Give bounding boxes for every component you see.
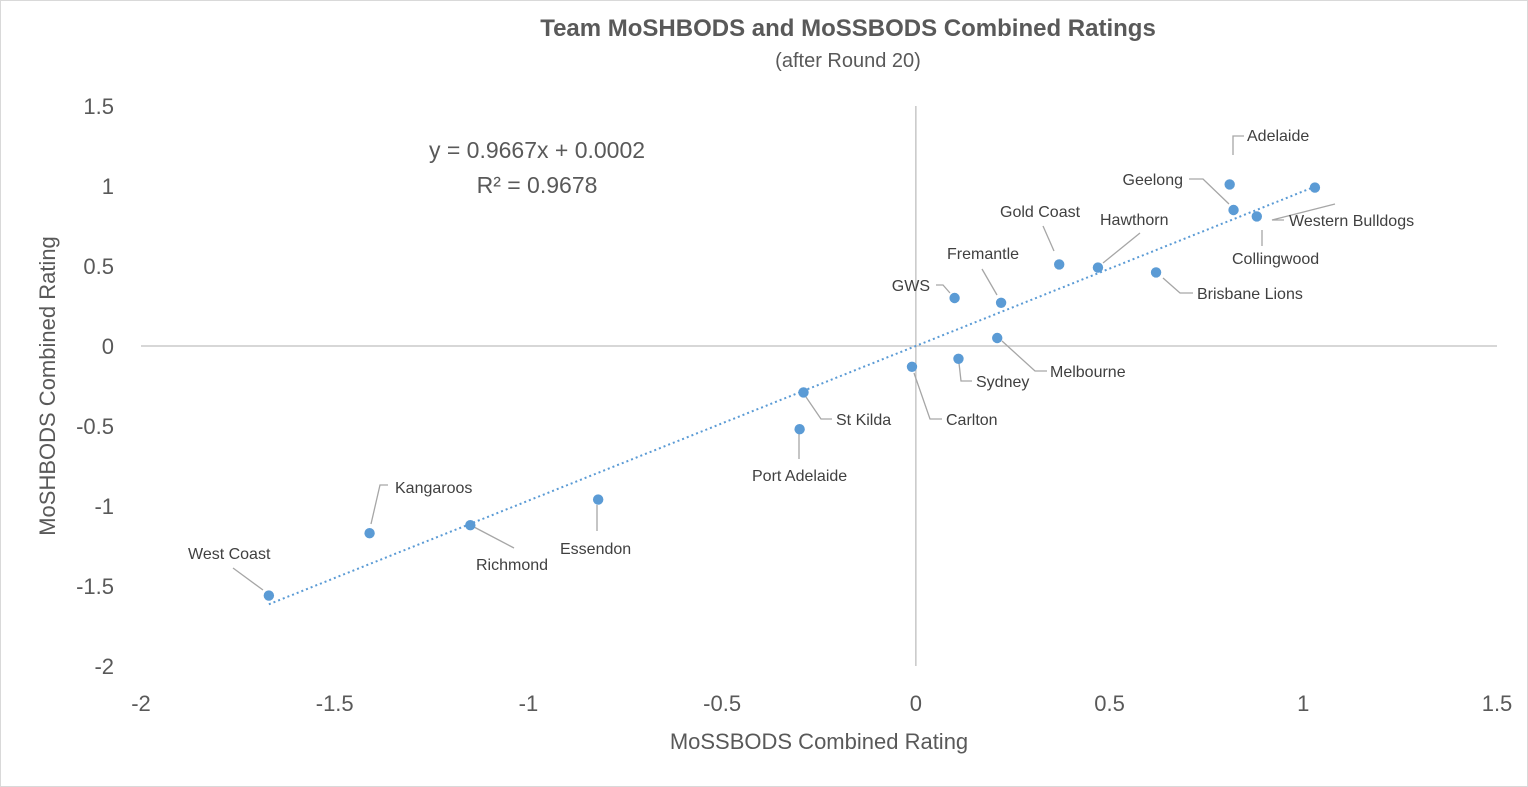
leader-line-gold-coast <box>1042 225 1055 252</box>
point-west-coast[interactable] <box>263 590 275 601</box>
leader-line-adelaide <box>1232 135 1244 155</box>
x-tick-label: -1 <box>519 691 539 716</box>
label-sydney: Sydney <box>976 374 1029 391</box>
label-kangaroos: Kangaroos <box>395 480 472 497</box>
y-tick-label: -0.5 <box>76 414 114 439</box>
y-tick-labels: 1.5 1 0.5 0 -0.5 -1 -1.5 -2 <box>76 94 114 679</box>
point-collingwood[interactable] <box>1251 211 1262 222</box>
label-western-bulldogs: Western Bulldogs <box>1289 213 1414 230</box>
x-tick-labels: -2 -1.5 -1 -0.5 0 0.5 1 1.5 <box>131 691 1512 716</box>
x-tick-label: 0 <box>910 691 922 716</box>
leader-line-brisbane-lions <box>1162 277 1193 294</box>
x-axis-title: MoSSBODS Combined Rating <box>670 729 968 754</box>
leader-line-hawthorn <box>1102 232 1141 264</box>
label-collingwood: Collingwood <box>1232 251 1319 268</box>
point-sydney[interactable] <box>953 353 964 364</box>
point-hawthorn[interactable] <box>1092 262 1104 273</box>
chart-subtitle: (after Round 20) <box>775 50 921 72</box>
leader-line-western-bulldogs <box>1271 203 1336 221</box>
point-western-bulldogs[interactable] <box>1309 182 1321 193</box>
leader-line-kangaroos <box>370 484 388 525</box>
y-tick-label: 1.5 <box>83 94 114 119</box>
label-gold-coast: Gold Coast <box>1000 204 1081 221</box>
point-port-adelaide[interactable] <box>794 424 805 435</box>
point-essendon[interactable] <box>592 494 604 505</box>
trendline-equation: y = 0.9667x + 0.0002 <box>429 137 645 163</box>
leader-line-west-coast <box>232 567 264 591</box>
label-melbourne: Melbourne <box>1050 364 1126 381</box>
label-hawthorn: Hawthorn <box>1100 212 1168 229</box>
x-tick-label: -2 <box>131 691 151 716</box>
point-st-kilda[interactable] <box>798 387 809 398</box>
label-essendon: Essendon <box>560 541 631 558</box>
leader-line-sydney <box>958 362 972 382</box>
data-points <box>263 179 1321 601</box>
label-leader-lines <box>232 135 1336 591</box>
point-gold-coast[interactable] <box>1054 259 1065 270</box>
label-geelong: Geelong <box>1123 172 1184 189</box>
leader-line-richmond <box>473 526 515 549</box>
leader-line-carlton <box>913 372 942 420</box>
label-brisbane-lions: Brisbane Lions <box>1197 286 1303 303</box>
linear-trendline <box>268 185 1316 606</box>
label-port-adelaide: Port Adelaide <box>752 468 847 485</box>
y-axis-title: MoSHBODS Combined Rating <box>35 236 60 536</box>
label-adelaide: Adelaide <box>1247 128 1309 145</box>
leader-line-fremantle <box>981 268 998 296</box>
y-tick-label: 0 <box>102 334 114 359</box>
point-kangaroos[interactable] <box>364 528 375 539</box>
x-tick-label: -0.5 <box>703 691 741 716</box>
leader-line-geelong <box>1189 178 1230 205</box>
point-carlton[interactable] <box>906 361 918 372</box>
label-west-coast: West Coast <box>188 546 271 563</box>
point-adelaide[interactable] <box>1224 179 1235 190</box>
point-melbourne[interactable] <box>992 332 1003 344</box>
y-tick-label: 0.5 <box>83 254 114 279</box>
x-tick-label: -1.5 <box>316 691 354 716</box>
point-fremantle[interactable] <box>995 297 1007 308</box>
point-richmond[interactable] <box>465 520 476 531</box>
label-carlton: Carlton <box>946 412 998 429</box>
label-richmond: Richmond <box>476 557 548 574</box>
x-tick-label: 1.5 <box>1482 691 1513 716</box>
trendline-r-squared: R² = 0.9678 <box>477 172 598 198</box>
chart-title: Team MoSHBODS and MoSSBODS Combined Rati… <box>540 15 1156 42</box>
point-brisbane-lions[interactable] <box>1150 267 1162 278</box>
y-tick-label: -2 <box>94 654 114 679</box>
leader-line-gws <box>936 284 951 294</box>
point-gws[interactable] <box>949 292 960 304</box>
x-tick-label: 0.5 <box>1094 691 1125 716</box>
leader-line-melbourne <box>1001 340 1047 372</box>
x-tick-label: 1 <box>1297 691 1309 716</box>
label-fremantle: Fremantle <box>947 246 1019 263</box>
y-tick-label: -1 <box>94 494 114 519</box>
point-geelong[interactable] <box>1228 204 1239 216</box>
label-gws: GWS <box>892 278 930 295</box>
y-tick-label: 1 <box>102 174 114 199</box>
leader-line-st-kilda <box>805 396 832 420</box>
y-tick-label: -1.5 <box>76 574 114 599</box>
label-st-kilda: St Kilda <box>836 412 891 429</box>
data-point-labels: Adelaide Geelong Western Bulldogs Collingwo… <box>188 128 1414 574</box>
